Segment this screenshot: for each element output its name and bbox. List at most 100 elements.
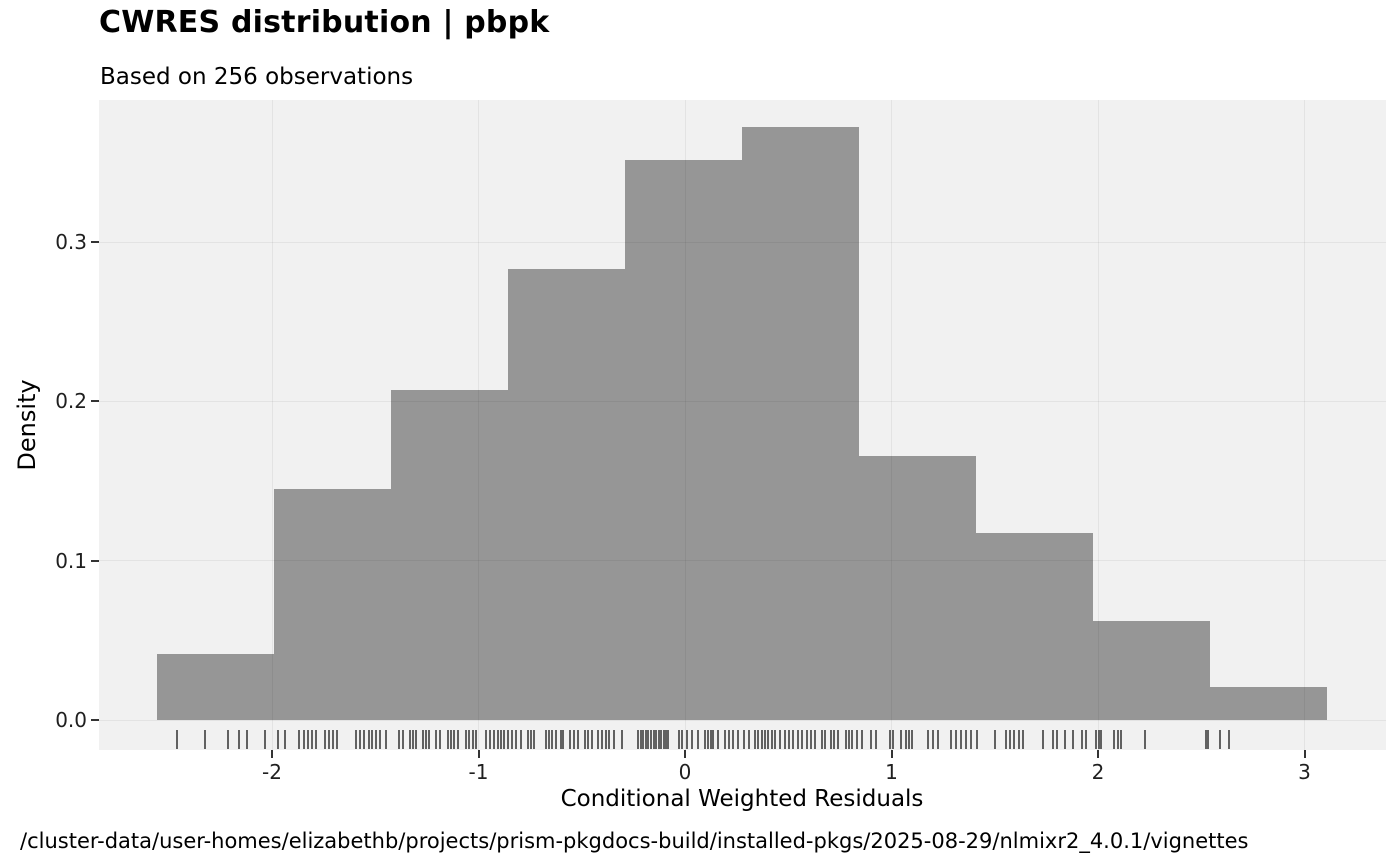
rug-mark	[685, 730, 688, 749]
rug-mark	[591, 730, 594, 749]
rug-mark	[471, 730, 474, 749]
rug-mark	[936, 730, 939, 749]
rug-mark	[1072, 730, 1074, 749]
rug-mark	[690, 730, 693, 749]
rug-mark	[844, 730, 847, 749]
histogram-bar	[624, 159, 742, 720]
rug-mark	[328, 730, 331, 749]
rug-mark	[907, 730, 910, 749]
rug-mark	[530, 730, 533, 749]
rug-mark	[204, 730, 207, 749]
rug-mark	[1051, 730, 1054, 749]
x-gridline	[478, 100, 479, 750]
x-tick-label: 2	[1091, 760, 1105, 784]
x-tick-mark	[1097, 750, 1099, 758]
rug-mark	[577, 730, 580, 749]
rug-mark	[960, 730, 963, 749]
rug-mark	[1063, 730, 1066, 749]
rug-mark	[1022, 730, 1025, 749]
rug-mark	[760, 730, 763, 749]
x-tick-mark	[890, 750, 893, 758]
rug-mark	[696, 730, 699, 749]
x-axis-title: Conditional Weighted Residuals	[560, 786, 924, 812]
rug-mark	[453, 730, 456, 749]
rug-mark	[298, 730, 301, 749]
rug-mark	[515, 730, 518, 749]
caption-file-path: /cluster-data/user-homes/elizabethb/proj…	[20, 829, 1249, 853]
rug-mark	[1207, 730, 1210, 749]
rug-mark	[932, 730, 934, 749]
y-tick-mark	[91, 719, 99, 721]
histogram-bar	[741, 126, 859, 720]
rug-mark	[424, 730, 427, 749]
rug-mark	[332, 730, 335, 749]
chart-subtitle: Based on 256 observations	[100, 64, 414, 90]
rug-mark	[748, 730, 750, 749]
rug-mark	[569, 730, 572, 749]
rug-mark	[644, 730, 647, 749]
rug-mark	[847, 730, 850, 749]
rug-mark	[1005, 730, 1008, 749]
rug-mark	[800, 730, 803, 749]
rug-mark	[869, 730, 872, 749]
x-gridline	[684, 100, 686, 750]
rug-mark	[652, 730, 655, 749]
rug-mark	[560, 730, 563, 749]
rug-mark	[597, 730, 600, 749]
rug-mark	[892, 730, 895, 749]
rug-mark	[496, 730, 499, 749]
y-tick-label: 0.1	[55, 548, 87, 573]
y-tick-label: 0.2	[55, 389, 87, 414]
rug-mark	[484, 730, 487, 749]
rug-mark	[384, 730, 387, 749]
rug-mark	[336, 730, 339, 749]
rug-mark	[374, 730, 377, 749]
histogram-bar	[390, 390, 509, 720]
rug-mark	[855, 730, 858, 749]
y-gridline	[99, 560, 1386, 562]
rug-mark	[788, 730, 791, 749]
rug-mark	[176, 730, 179, 749]
rug-mark	[774, 730, 777, 749]
rug-mark	[277, 730, 280, 749]
rug-mark	[994, 730, 997, 749]
x-gridline	[1304, 100, 1305, 750]
rug-mark	[712, 730, 715, 749]
y-tick-mark	[91, 400, 99, 403]
rug-mark	[554, 730, 557, 749]
rug-mark	[796, 730, 799, 749]
x-gridline	[891, 100, 892, 750]
rug-mark	[511, 730, 514, 749]
rug-mark	[1094, 730, 1097, 749]
histogram-bar	[1209, 687, 1327, 720]
rug-mark	[976, 730, 979, 749]
rug-mark	[397, 730, 400, 749]
rug-mark	[1218, 730, 1221, 749]
histogram-bar	[1092, 621, 1210, 720]
rug-mark	[428, 730, 431, 749]
x-tick-label: 1	[885, 760, 898, 784]
rug-mark	[763, 730, 766, 749]
x-gridline	[1097, 100, 1099, 750]
rug-mark	[551, 730, 554, 749]
chart-title: CWRES distribution | pbpk	[99, 5, 550, 40]
rug-mark	[1099, 730, 1102, 749]
rug-mark	[875, 730, 878, 749]
rug-mark	[950, 730, 953, 749]
rug-mark	[667, 730, 670, 749]
rug-mark	[900, 730, 903, 749]
rug-mark	[970, 730, 973, 749]
rug-mark	[464, 730, 467, 749]
histogram-bar	[157, 654, 275, 720]
rug-mark	[724, 730, 727, 749]
rug-mark	[1204, 730, 1207, 749]
rug-mark	[583, 730, 586, 749]
rug-mark	[238, 730, 241, 749]
rug-mark	[608, 730, 611, 749]
rug-mark	[434, 730, 437, 749]
rug-mark	[600, 730, 603, 749]
y-gridline	[99, 719, 1386, 721]
rug-mark	[657, 730, 660, 749]
rug-mark	[784, 730, 787, 749]
rug-mark	[1055, 730, 1058, 749]
